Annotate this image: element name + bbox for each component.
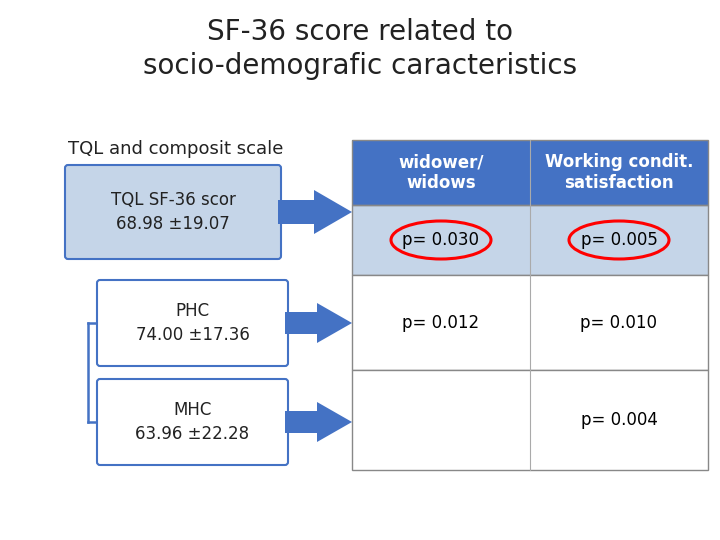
Bar bbox=[352, 275, 708, 370]
Bar bbox=[352, 140, 708, 205]
Polygon shape bbox=[285, 303, 352, 343]
Text: SF-36 score related to
socio-demografic caracteristics: SF-36 score related to socio-demografic … bbox=[143, 18, 577, 79]
FancyBboxPatch shape bbox=[97, 280, 288, 366]
Polygon shape bbox=[278, 190, 352, 234]
Text: p= 0.012: p= 0.012 bbox=[402, 314, 480, 332]
Text: p= 0.005: p= 0.005 bbox=[580, 231, 657, 249]
Text: p= 0.004: p= 0.004 bbox=[580, 411, 657, 429]
Text: p= 0.030: p= 0.030 bbox=[402, 231, 480, 249]
Text: p= 0.010: p= 0.010 bbox=[580, 314, 657, 332]
Bar bbox=[352, 205, 708, 275]
Text: MHC
63.96 ±22.28: MHC 63.96 ±22.28 bbox=[135, 401, 250, 443]
Text: PHC
74.00 ±17.36: PHC 74.00 ±17.36 bbox=[135, 302, 249, 344]
Bar bbox=[352, 140, 708, 205]
Bar bbox=[352, 370, 708, 470]
Text: TQL and composit scale: TQL and composit scale bbox=[68, 140, 284, 158]
FancyBboxPatch shape bbox=[65, 165, 281, 259]
Text: widower/
widows: widower/ widows bbox=[398, 153, 484, 192]
Polygon shape bbox=[285, 402, 352, 442]
Text: TQL SF-36 scor
68.98 ±19.07: TQL SF-36 scor 68.98 ±19.07 bbox=[111, 191, 235, 233]
FancyBboxPatch shape bbox=[97, 379, 288, 465]
Text: Working condit.
satisfaction: Working condit. satisfaction bbox=[545, 153, 693, 192]
